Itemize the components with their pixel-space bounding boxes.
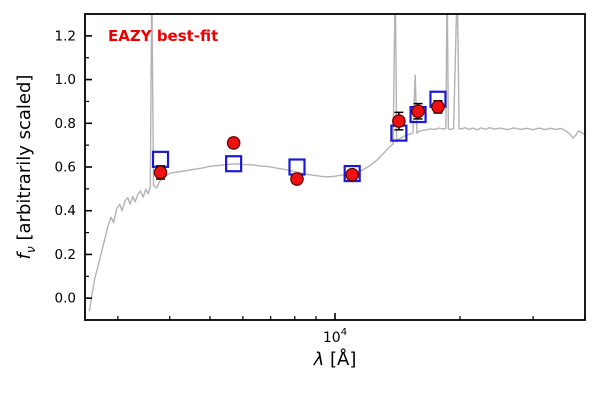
- y-tick-label: 0.2: [55, 247, 76, 263]
- model-photometry-point: [225, 155, 243, 173]
- observed-photometry-point: [226, 136, 241, 150]
- y-tick-label: 1.2: [55, 28, 76, 44]
- y-axis-subscript: ν: [23, 246, 38, 254]
- observed-photometry-point: [290, 172, 304, 186]
- y-axis-symbol: f: [14, 253, 36, 260]
- observed-photometry-point: [411, 104, 425, 119]
- observed-photometry-point: [345, 167, 359, 182]
- bestfit-label: EAZY best-fit: [108, 27, 219, 45]
- bestfit-spectrum-line: [88, 14, 585, 312]
- y-axis-units: [arbitrarily scaled]: [14, 74, 36, 247]
- x-tick-label: 104: [323, 327, 347, 346]
- x-axis-label: λ [Å]: [85, 349, 585, 370]
- observed-photometry-point: [431, 100, 445, 114]
- y-tick-label: 0.8: [55, 116, 76, 132]
- y-tick-label: 0.6: [55, 160, 76, 176]
- y-tick-label: 0.4: [55, 203, 76, 219]
- y-tick-label: 1.0: [55, 72, 76, 88]
- x-axis-units: [Å]: [324, 349, 357, 370]
- observed-photometry-point: [392, 114, 406, 128]
- x-axis-symbol: λ: [313, 349, 325, 370]
- axes-frame: [84, 13, 586, 321]
- observed-photometry-point: [153, 165, 168, 180]
- y-tick-label: 0.0: [55, 291, 76, 307]
- y-axis-label: fν [arbitrarily scaled]: [14, 75, 38, 260]
